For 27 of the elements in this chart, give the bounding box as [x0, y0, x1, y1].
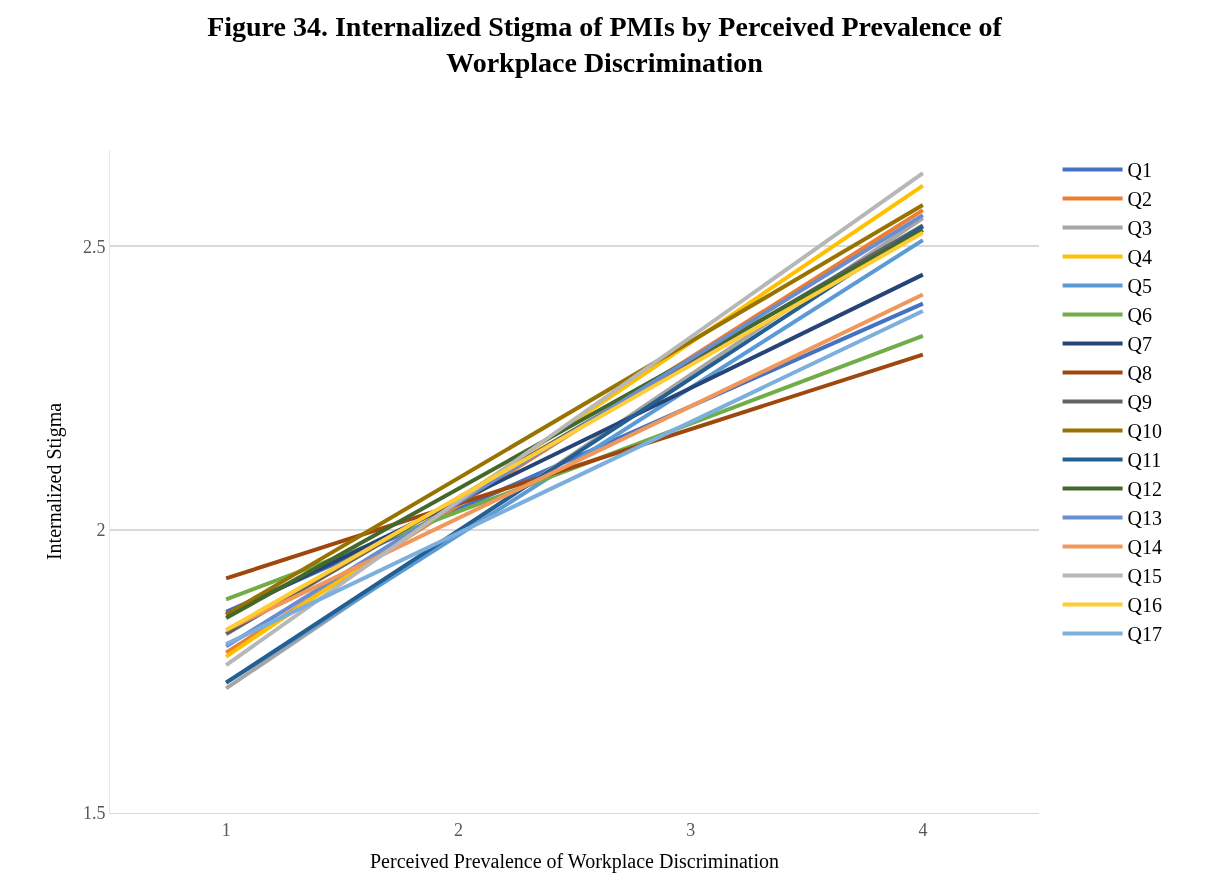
legend-label: Q17	[1127, 623, 1163, 646]
y-axis-title: Internalized Stigma	[43, 402, 67, 561]
legend-label: Q6	[1127, 304, 1153, 327]
legend-label: Q3	[1127, 217, 1153, 240]
legend-label: Q5	[1127, 275, 1153, 298]
legend-label: Q4	[1127, 246, 1153, 269]
x-tick-label: 2	[453, 819, 463, 840]
x-tick-label: 3	[686, 819, 696, 840]
y-tick-label: 1.5	[82, 803, 106, 824]
legend-label: Q11	[1127, 449, 1162, 472]
x-tick-label: 1	[221, 819, 231, 840]
legend-label: Q2	[1127, 188, 1153, 211]
legend-label: Q1	[1127, 159, 1153, 182]
legend-label: Q9	[1127, 391, 1153, 414]
chart-title: Figure 34. Internalized Stigma of PMIs by Perceived Prevalence of Workplace Discrimination	[207, 10, 1003, 79]
x-axis-title: Perceived Prevalence of Workplace Discrimination	[370, 850, 779, 874]
legend-label: Q15	[1127, 565, 1163, 588]
legend-label: Q10	[1127, 420, 1163, 443]
legend-label: Q7	[1127, 333, 1153, 356]
legend-label: Q8	[1127, 362, 1153, 385]
legend-label: Q16	[1127, 594, 1163, 617]
y-tick-label: 2.5	[82, 236, 106, 257]
legend-label: Q12	[1127, 478, 1163, 501]
x-tick-label: 4	[918, 819, 928, 840]
legend-label: Q14	[1127, 536, 1163, 559]
legend-label: Q13	[1127, 507, 1163, 530]
y-tick-label: 2	[96, 519, 106, 540]
